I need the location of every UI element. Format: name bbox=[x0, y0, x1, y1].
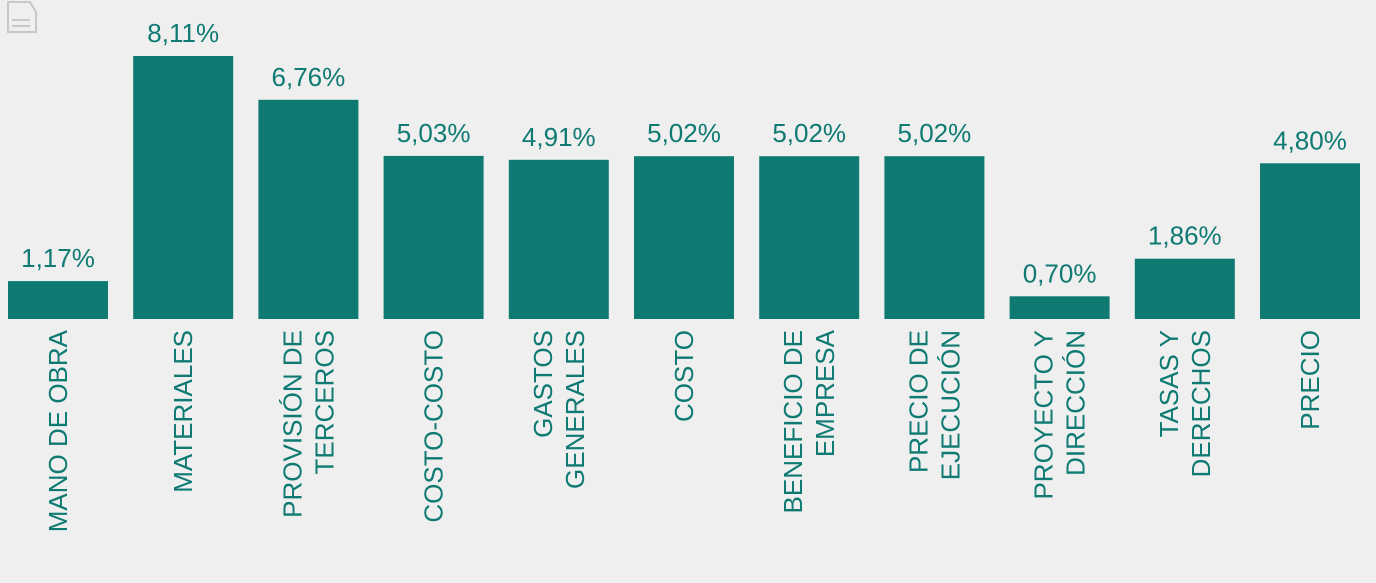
bar-7 bbox=[884, 156, 985, 319]
category-label-6: BENEFICIO DE EMPRESA bbox=[778, 329, 840, 513]
category-label-7-line-0: PRECIO DE bbox=[903, 330, 933, 473]
value-label-1: 8,11% bbox=[147, 18, 219, 48]
category-label-1-line-0: MATERIALES bbox=[168, 330, 198, 493]
category-label-1: MATERIALES bbox=[168, 330, 198, 493]
category-label-6-line-0: BENEFICIO DE bbox=[778, 330, 808, 513]
category-label-2-line-0: PROVISIÓN DE bbox=[277, 330, 307, 518]
value-label-4: 4,91% bbox=[522, 122, 596, 152]
bar-6 bbox=[759, 156, 860, 319]
category-label-8-line-1: DIRECCIÓN bbox=[1061, 330, 1091, 476]
bar-9 bbox=[1134, 258, 1235, 319]
category-label-7: PRECIO DE EJECUCIÓN bbox=[903, 330, 965, 480]
bar-2 bbox=[258, 99, 359, 319]
value-label-0: 1,17% bbox=[21, 243, 95, 273]
category-label-8-line-0: PROYECTO Y bbox=[1029, 330, 1059, 500]
category-label-6-line-1: EMPRESA bbox=[810, 329, 840, 457]
bars-layer bbox=[8, 56, 1360, 319]
category-label-8: PROYECTO Y DIRECCIÓN bbox=[1029, 330, 1091, 500]
category-label-3: COSTO-COSTO bbox=[419, 330, 449, 523]
value-label-2: 6,76% bbox=[272, 62, 346, 92]
bar-0 bbox=[8, 281, 108, 319]
value-label-8: 0,70% bbox=[1023, 258, 1097, 288]
category-label-9-line-0: TASAS Y bbox=[1154, 330, 1184, 437]
category-label-2: PROVISIÓN DE TERCEROS bbox=[277, 330, 339, 518]
category-label-10-line-0: PRECIO bbox=[1295, 330, 1325, 430]
value-label-5: 5,02% bbox=[647, 118, 721, 148]
bar-1 bbox=[133, 56, 234, 319]
value-label-3: 5,03% bbox=[397, 118, 471, 148]
category-label-4: GASTOS GENERALES bbox=[528, 330, 590, 489]
category-label-2-line-1: TERCEROS bbox=[309, 330, 339, 474]
category-label-5-line-0: COSTO bbox=[669, 330, 699, 422]
value-label-6: 5,02% bbox=[772, 118, 846, 148]
bar-4 bbox=[508, 159, 609, 319]
category-label-5: COSTO bbox=[669, 330, 699, 422]
bar-3 bbox=[383, 155, 484, 319]
category-label-0: MANO DE OBRA bbox=[43, 329, 73, 532]
category-label-10: PRECIO bbox=[1295, 330, 1325, 430]
value-label-9: 1,86% bbox=[1148, 221, 1222, 251]
bar-10 bbox=[1260, 163, 1360, 319]
document-icon bbox=[7, 0, 37, 33]
value-label-10: 4,80% bbox=[1273, 125, 1347, 155]
category-labels: MANO DE OBRA MATERIALES PROVISIÓN DE TERCER… bbox=[43, 329, 1325, 532]
category-label-4-line-0: GASTOS bbox=[528, 330, 558, 438]
category-label-7-line-1: EJECUCIÓN bbox=[935, 330, 965, 480]
category-label-9: TASAS Y DERECHOS bbox=[1154, 330, 1216, 477]
category-label-0-line-0: MANO DE OBRA bbox=[43, 329, 73, 532]
category-label-4-line-1: GENERALES bbox=[560, 330, 590, 489]
value-labels: 1,17% 8,11% 6,76% 5,03% 4,91% 5,02% 5,02% 5,02%… bbox=[21, 18, 1347, 288]
category-label-9-line-1: DERECHOS bbox=[1186, 330, 1216, 477]
bar-5 bbox=[634, 156, 734, 319]
bar-8 bbox=[1009, 296, 1110, 319]
category-label-3-line-0: COSTO-COSTO bbox=[419, 330, 449, 523]
value-label-7: 5,02% bbox=[898, 118, 972, 148]
